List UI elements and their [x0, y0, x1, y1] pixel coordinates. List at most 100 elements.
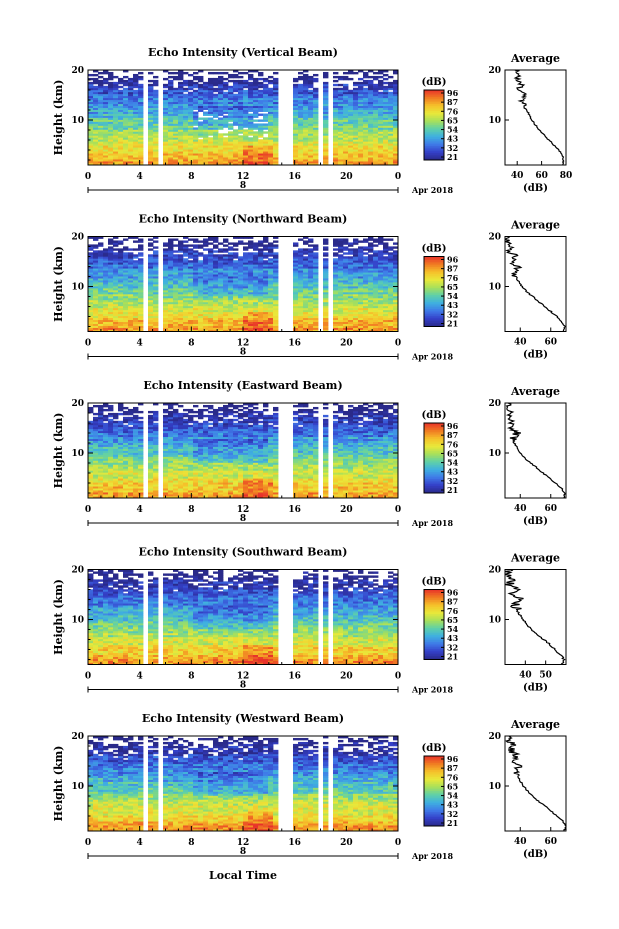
heatmap-cell — [273, 244, 279, 247]
heatmap-cell — [183, 268, 189, 271]
heatmap-cell — [393, 139, 399, 142]
heatmap-cell — [263, 149, 269, 152]
heatmap-cell — [98, 293, 104, 297]
heatmap-cell — [293, 121, 299, 124]
heatmap-cell — [363, 109, 369, 112]
heatmap-cell — [93, 163, 99, 166]
heatmap-cell — [223, 282, 229, 285]
heatmap-cell — [353, 125, 359, 128]
heatmap-cell — [213, 153, 219, 156]
heatmap-cell — [228, 285, 234, 289]
heatmap-cell — [203, 240, 209, 243]
heatmap-cell — [163, 77, 169, 81]
colorbar-tick-label: 32 — [447, 143, 458, 153]
heatmap-cell — [323, 141, 329, 144]
heatmap-cell — [243, 155, 249, 158]
heatmap-cell — [138, 153, 144, 156]
heatmap-cell — [163, 83, 169, 87]
heatmap-cell — [183, 285, 189, 289]
heatmap-cell — [188, 293, 194, 297]
colorbar-segment — [424, 121, 444, 124]
heatmap-cell — [373, 157, 379, 160]
heatmap-cell — [123, 319, 129, 323]
heatmap-cell — [293, 147, 299, 150]
heatmap-cell — [93, 284, 99, 287]
heatmap-cell — [113, 258, 119, 261]
heatmap-cell — [88, 77, 94, 81]
heatmap-cell — [213, 103, 219, 107]
heatmap-cell — [268, 133, 274, 136]
heatmap-cell — [103, 105, 109, 109]
heatmap-cell — [193, 143, 199, 146]
heatmap-cell — [93, 145, 99, 148]
heatmap-cell — [223, 238, 229, 241]
heatmap-cell — [388, 143, 394, 146]
heatmap-cell — [378, 139, 384, 142]
heatmap-cell — [213, 305, 219, 309]
heatmap-cell — [148, 303, 154, 307]
heatmap-cell — [148, 242, 154, 245]
heatmap-cell — [298, 129, 304, 132]
heatmap-cell — [183, 291, 189, 295]
heatmap-cell — [103, 117, 109, 120]
heatmap-cell — [373, 244, 379, 247]
heatmap-cell — [128, 111, 134, 114]
heatmap-cell — [218, 133, 224, 136]
heatmap-cell — [193, 71, 199, 75]
heatmap-cell — [88, 313, 94, 317]
heatmap-cell — [313, 103, 319, 107]
heatmap-cell — [188, 151, 194, 154]
heatmap-cell — [228, 321, 234, 324]
heatmap-cell — [163, 315, 169, 319]
heatmap-cell — [308, 149, 314, 152]
heatmap-cell — [178, 87, 184, 91]
heatmap-cell — [93, 244, 99, 247]
heatmap-cell — [108, 113, 114, 116]
heatmap-cell — [163, 133, 169, 136]
heatmap-cell — [108, 135, 114, 138]
heatmap-cell — [103, 141, 109, 144]
heatmap-cell — [238, 117, 244, 120]
heatmap-cell — [128, 133, 134, 136]
heatmap-cell — [358, 129, 364, 132]
heatmap-cell — [323, 75, 329, 79]
heatmap-cell — [233, 295, 239, 299]
heatmap-cell — [198, 153, 204, 156]
heatmap-cell — [308, 79, 314, 83]
heatmap-cell — [103, 287, 109, 291]
heatmap-cell — [343, 127, 349, 130]
heatmap-cell — [153, 125, 159, 128]
heatmap-cell — [168, 97, 174, 101]
heatmap-cell — [363, 137, 369, 140]
heatmap-cell — [108, 125, 114, 128]
heatmap-cell — [213, 293, 219, 297]
heatmap-cell — [103, 297, 109, 301]
heatmap-cell — [368, 109, 374, 112]
heatmap-cell — [338, 93, 344, 97]
heatmap-cell — [168, 305, 174, 309]
heatmap-cell — [228, 119, 234, 122]
heatmap-cell — [383, 91, 389, 95]
heatmap-cell — [98, 89, 104, 93]
heatmap-cell — [153, 139, 159, 142]
heatmap-cell — [198, 313, 204, 317]
heatmap-cell — [98, 297, 104, 301]
heatmap-cell — [183, 240, 189, 243]
heatmap-cell — [113, 297, 119, 301]
heatmap-cell — [303, 135, 309, 138]
heatmap-cell — [308, 137, 314, 140]
heatmap-cell — [98, 95, 104, 99]
heatmap-cell — [368, 107, 374, 110]
heatmap-cell — [148, 289, 154, 293]
heatmap-cell — [183, 119, 189, 122]
heatmap-cell — [168, 315, 174, 319]
heatmap-cell — [208, 254, 214, 257]
heatmap-cell — [168, 313, 174, 317]
colorbar-segment — [424, 93, 444, 96]
heatmap-cell — [198, 123, 204, 126]
heatmap-cell — [123, 93, 129, 97]
heatmap-cell — [263, 115, 269, 118]
heatmap-cell — [173, 313, 179, 317]
heatmap-cell — [118, 89, 124, 93]
heatmap-cell — [238, 147, 244, 150]
